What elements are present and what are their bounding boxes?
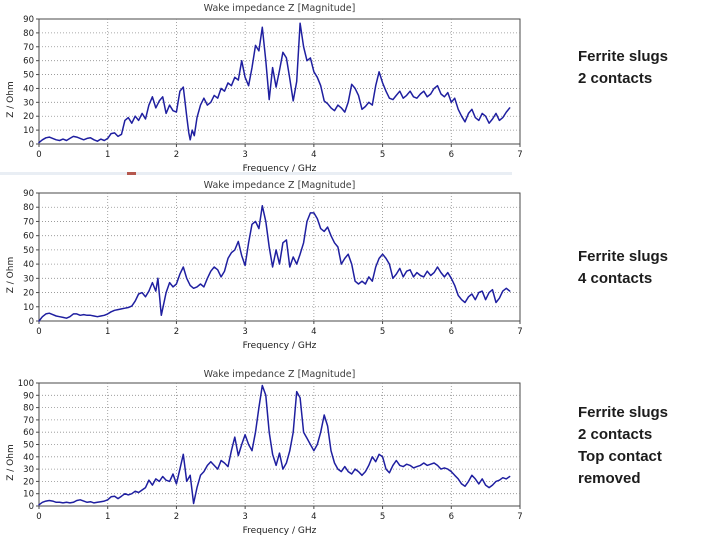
plot-area [38, 18, 521, 145]
x-tick-label: 2 [174, 327, 179, 337]
x-tick-label: 5 [380, 512, 385, 522]
y-tick-label: 80 [23, 203, 34, 213]
annotation-ferrite-top-contact-removed: Ferrite slugs 2 contacts Top contact rem… [578, 402, 668, 490]
y-axis-label: Z / Ohm [6, 444, 16, 480]
y-tick-label: 70 [23, 217, 34, 227]
y-tick-label: 50 [23, 246, 34, 256]
y-axis-label: Z / Ohm [6, 81, 16, 117]
y-tick-label: 30 [23, 98, 34, 108]
x-tick-label: 5 [380, 150, 385, 160]
x-tick-label: 3 [242, 150, 247, 160]
y-tick-label: 0 [29, 502, 34, 512]
y-tick-label: 70 [23, 416, 34, 426]
y-tick-label: 0 [29, 317, 34, 327]
y-tick-label: 60 [23, 232, 34, 242]
x-tick-label: 6 [449, 327, 454, 337]
x-tick-label: 2 [174, 150, 179, 160]
x-tick-label: 6 [449, 150, 454, 160]
y-tick-label: 30 [23, 465, 34, 475]
impedance-curve [38, 22, 511, 144]
x-tick-label: 0 [36, 150, 41, 160]
y-tick-label: 80 [23, 29, 34, 39]
annotation-ferrite-2-contacts: Ferrite slugs 2 contacts [578, 46, 668, 90]
y-tick-label: 10 [23, 303, 34, 313]
y-tick-label: 90 [23, 15, 34, 25]
divider-strip [0, 172, 512, 175]
x-tick-label: 1 [105, 512, 110, 522]
y-tick-label: 100 [18, 379, 34, 389]
chart-title: Wake impedance Z [Magnitude] [204, 180, 356, 191]
annotation-line: 4 contacts [578, 270, 653, 287]
y-axis-label: Z / Ohm [6, 257, 16, 293]
x-tick-label: 4 [311, 512, 316, 522]
y-tick-label: 10 [23, 490, 34, 500]
annotation-line: Ferrite slugs [578, 404, 669, 421]
x-axis-label: Frequency / GHz [243, 526, 317, 536]
y-tick-label: 30 [23, 274, 34, 284]
x-tick-label: 4 [311, 327, 316, 337]
impedance-curve [38, 384, 511, 506]
y-tick-label: 20 [23, 289, 34, 299]
y-tick-label: 40 [23, 260, 34, 270]
y-tick-label: 50 [23, 441, 34, 451]
x-tick-label: 7 [517, 512, 522, 522]
annotation-line: removed [578, 470, 641, 487]
x-axis-label: Frequency / GHz [243, 164, 317, 174]
x-tick-label: 4 [311, 150, 316, 160]
y-tick-label: 40 [23, 84, 34, 94]
x-tick-label: 0 [36, 327, 41, 337]
y-tick-label: 20 [23, 477, 34, 487]
annotation-line: Top contact [578, 448, 662, 465]
x-tick-label: 7 [517, 150, 522, 160]
x-tick-label: 1 [105, 327, 110, 337]
x-tick-label: 0 [36, 512, 41, 522]
x-axis-label: Frequency / GHz [243, 341, 317, 351]
y-tick-label: 90 [23, 391, 34, 401]
annotation-line: 2 contacts [578, 70, 653, 87]
y-tick-label: 90 [23, 189, 34, 199]
y-tick-label: 20 [23, 112, 34, 122]
annotation-line: Ferrite slugs [578, 48, 669, 65]
x-tick-label: 2 [174, 512, 179, 522]
y-tick-label: 60 [23, 57, 34, 67]
x-tick-label: 3 [242, 327, 247, 337]
annotation-ferrite-4-contacts: Ferrite slugs 4 contacts [578, 246, 668, 290]
y-tick-label: 0 [29, 140, 34, 150]
x-tick-label: 5 [380, 327, 385, 337]
y-tick-label: 70 [23, 43, 34, 53]
annotation-line: 2 contacts [578, 426, 653, 443]
y-tick-label: 60 [23, 428, 34, 438]
plot-area [38, 192, 521, 322]
x-tick-label: 6 [449, 512, 454, 522]
x-tick-label: 3 [242, 512, 247, 522]
impedance-curve [38, 205, 511, 322]
y-tick-label: 10 [23, 126, 34, 136]
y-tick-label: 40 [23, 453, 34, 463]
x-tick-label: 7 [517, 327, 522, 337]
x-tick-label: 1 [105, 150, 110, 160]
divider-accent-mark [127, 172, 136, 175]
chart-title: Wake impedance Z [Magnitude] [204, 3, 356, 14]
annotation-line: Ferrite slugs [578, 248, 669, 265]
y-tick-label: 50 [23, 71, 34, 81]
chart-title: Wake impedance Z [Magnitude] [204, 369, 356, 380]
y-tick-label: 80 [23, 404, 34, 414]
